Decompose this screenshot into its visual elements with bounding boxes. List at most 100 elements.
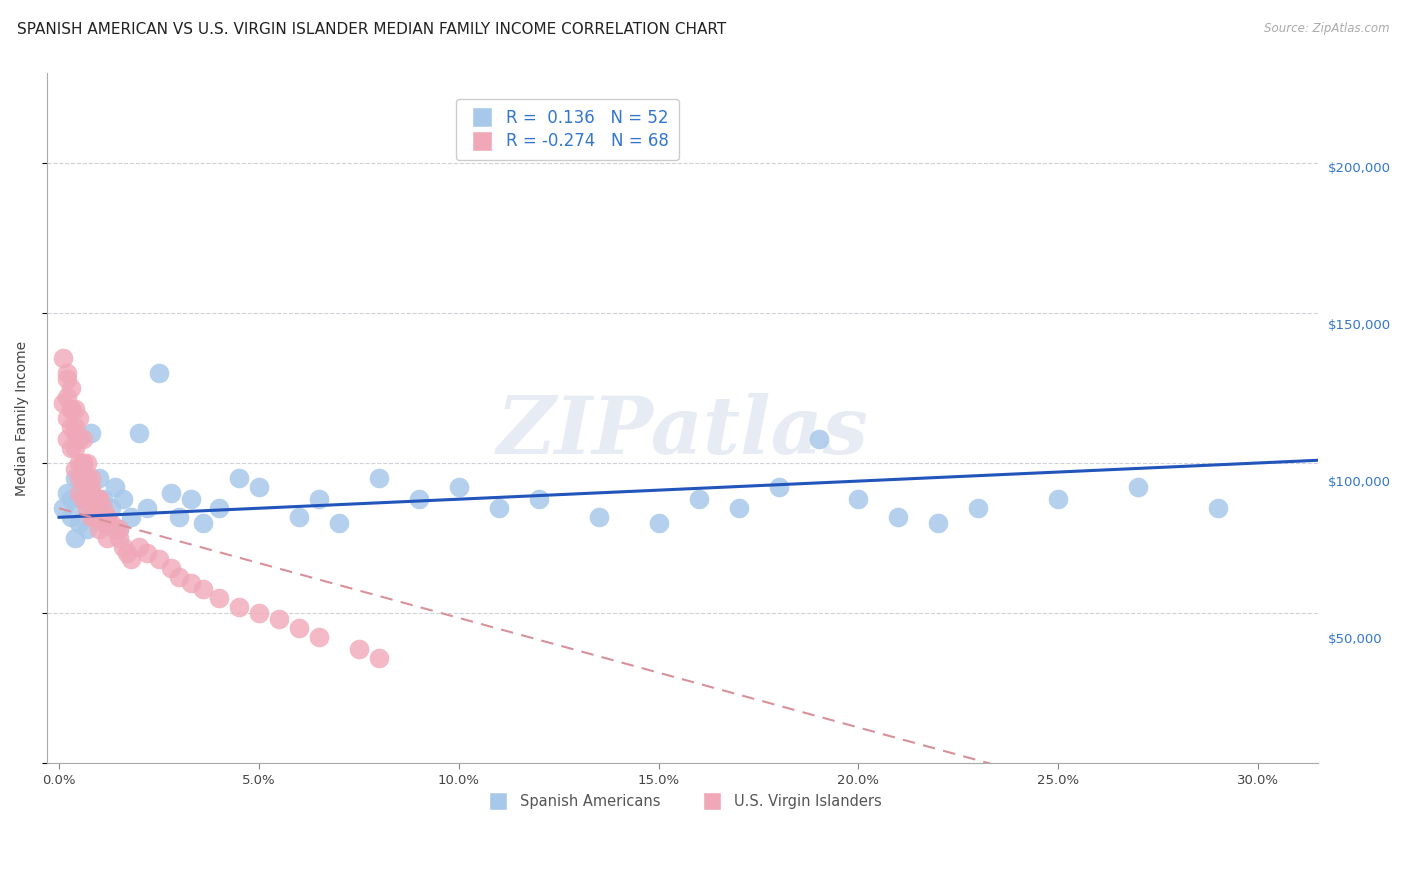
- Point: [80, 471, 103, 485]
- Point: [180, 492, 202, 507]
- Text: Source: ZipAtlas.com: Source: ZipAtlas.com: [1264, 22, 1389, 36]
- Point: [80, 426, 103, 441]
- Point: [727, 501, 749, 516]
- Point: [72, 471, 94, 485]
- Point: [887, 510, 910, 524]
- Point: [1206, 501, 1229, 516]
- Point: [228, 600, 250, 615]
- Point: [56, 390, 79, 404]
- Point: [87, 510, 110, 524]
- Point: [91, 501, 114, 516]
- Point: [160, 561, 183, 575]
- Point: [111, 492, 134, 507]
- Point: [72, 456, 94, 470]
- Point: [588, 510, 610, 524]
- Point: [63, 462, 86, 476]
- Point: [80, 480, 103, 494]
- Point: [52, 501, 75, 516]
- Point: [128, 426, 150, 441]
- Point: [927, 516, 949, 531]
- Point: [52, 351, 75, 366]
- Point: [527, 492, 550, 507]
- Point: [60, 510, 83, 524]
- Point: [63, 531, 86, 545]
- Point: [108, 522, 131, 536]
- Point: [208, 501, 231, 516]
- Point: [52, 396, 75, 410]
- Point: [96, 510, 118, 524]
- Point: [104, 480, 127, 494]
- Point: [120, 552, 142, 566]
- Text: SPANISH AMERICAN VS U.S. VIRGIN ISLANDER MEDIAN FAMILY INCOME CORRELATION CHART: SPANISH AMERICAN VS U.S. VIRGIN ISLANDER…: [17, 22, 725, 37]
- Point: [328, 516, 350, 531]
- Point: [647, 516, 669, 531]
- Point: [72, 492, 94, 507]
- Point: [76, 501, 98, 516]
- Point: [136, 546, 159, 560]
- Point: [87, 471, 110, 485]
- Point: [848, 492, 870, 507]
- Point: [288, 510, 311, 524]
- Point: [100, 516, 122, 531]
- Point: [488, 501, 510, 516]
- Point: [63, 426, 86, 441]
- Point: [228, 471, 250, 485]
- Point: [63, 471, 86, 485]
- Point: [91, 492, 114, 507]
- Y-axis label: Median Family Income: Median Family Income: [15, 341, 30, 496]
- Point: [76, 501, 98, 516]
- Point: [84, 510, 107, 524]
- Point: [96, 516, 118, 531]
- Point: [80, 486, 103, 500]
- Point: [60, 402, 83, 417]
- Point: [84, 510, 107, 524]
- Point: [247, 607, 270, 621]
- Point: [87, 522, 110, 536]
- Point: [191, 582, 214, 597]
- Point: [76, 522, 98, 536]
- Point: [111, 541, 134, 555]
- Point: [72, 456, 94, 470]
- Point: [72, 480, 94, 494]
- Point: [96, 531, 118, 545]
- Point: [100, 501, 122, 516]
- Point: [63, 442, 86, 456]
- Point: [120, 510, 142, 524]
- Point: [67, 411, 90, 425]
- Point: [80, 510, 103, 524]
- Point: [115, 546, 138, 560]
- Point: [347, 642, 370, 657]
- Point: [167, 510, 190, 524]
- Point: [60, 420, 83, 434]
- Point: [247, 480, 270, 494]
- Point: [167, 570, 190, 584]
- Point: [56, 486, 79, 500]
- Point: [67, 471, 90, 485]
- Point: [60, 402, 83, 417]
- Point: [67, 492, 90, 507]
- Point: [60, 492, 83, 507]
- Text: ZIPatlas: ZIPatlas: [496, 393, 869, 471]
- Point: [67, 432, 90, 446]
- Point: [67, 456, 90, 470]
- Point: [104, 522, 127, 536]
- Point: [768, 480, 790, 494]
- Point: [60, 381, 83, 395]
- Point: [67, 486, 90, 500]
- Point: [76, 471, 98, 485]
- Point: [136, 501, 159, 516]
- Point: [308, 492, 330, 507]
- Point: [87, 492, 110, 507]
- Point: [148, 552, 170, 566]
- Point: [76, 486, 98, 500]
- Point: [288, 621, 311, 635]
- Point: [447, 480, 470, 494]
- Point: [72, 432, 94, 446]
- Point: [367, 651, 389, 665]
- Point: [60, 442, 83, 456]
- Point: [807, 432, 830, 446]
- Point: [191, 516, 214, 531]
- Point: [367, 471, 389, 485]
- Point: [87, 492, 110, 507]
- Point: [160, 486, 183, 500]
